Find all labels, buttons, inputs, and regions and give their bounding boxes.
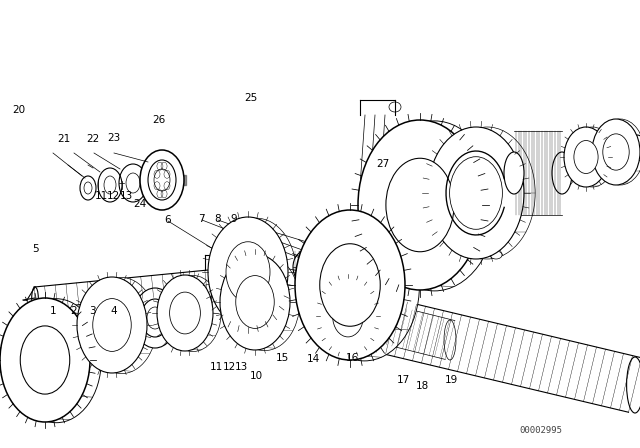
Text: 14: 14 [307, 354, 320, 364]
Text: 12: 12 [108, 191, 120, 201]
Text: 16: 16 [346, 353, 358, 362]
Text: 13: 13 [236, 362, 248, 372]
Ellipse shape [602, 133, 630, 171]
Ellipse shape [328, 279, 384, 355]
Ellipse shape [309, 211, 419, 361]
Ellipse shape [358, 120, 482, 290]
Text: 15: 15 [276, 353, 289, 362]
Ellipse shape [450, 157, 502, 229]
Text: 4: 4 [111, 306, 117, 316]
Ellipse shape [386, 158, 454, 252]
Text: 23: 23 [108, 133, 120, 143]
Text: 19: 19 [445, 375, 458, 385]
Text: 3: 3 [90, 306, 96, 316]
Ellipse shape [574, 141, 598, 173]
Ellipse shape [570, 127, 614, 187]
Ellipse shape [239, 280, 271, 324]
Text: 1: 1 [50, 306, 56, 316]
Ellipse shape [504, 152, 524, 194]
Ellipse shape [552, 152, 572, 194]
Text: 24: 24 [133, 199, 146, 209]
Text: 12: 12 [223, 362, 236, 372]
Text: 11: 11 [210, 362, 223, 372]
Text: 00002995: 00002995 [519, 426, 563, 435]
Ellipse shape [230, 254, 300, 351]
Text: 10: 10 [250, 371, 262, 381]
Ellipse shape [372, 121, 497, 291]
Ellipse shape [333, 295, 364, 337]
Text: 27: 27 [376, 159, 389, 168]
Ellipse shape [364, 300, 376, 340]
Ellipse shape [444, 320, 456, 360]
Ellipse shape [322, 247, 378, 323]
Ellipse shape [576, 143, 596, 171]
Ellipse shape [12, 299, 101, 423]
Text: 8: 8 [214, 214, 221, 224]
Text: 2: 2 [70, 306, 77, 316]
Text: 20: 20 [13, 105, 26, 115]
Ellipse shape [157, 275, 213, 351]
Ellipse shape [236, 276, 275, 328]
Ellipse shape [362, 198, 394, 242]
Ellipse shape [293, 251, 317, 283]
Text: 18: 18 [416, 381, 429, 391]
Ellipse shape [148, 160, 176, 200]
Ellipse shape [320, 278, 376, 354]
Text: 13: 13 [120, 191, 133, 201]
Text: 9: 9 [230, 214, 237, 224]
Ellipse shape [490, 251, 502, 259]
Text: 6: 6 [164, 215, 171, 225]
Ellipse shape [295, 210, 405, 360]
Ellipse shape [267, 264, 273, 286]
Ellipse shape [208, 217, 288, 327]
Ellipse shape [171, 294, 199, 332]
Ellipse shape [428, 127, 524, 259]
Ellipse shape [439, 127, 535, 259]
Text: 17: 17 [397, 375, 410, 385]
Ellipse shape [603, 134, 629, 170]
Text: 22: 22 [86, 134, 99, 144]
Ellipse shape [93, 299, 131, 351]
Text: 11: 11 [95, 191, 108, 201]
Ellipse shape [320, 244, 380, 326]
Ellipse shape [318, 249, 342, 283]
Text: 21: 21 [58, 134, 70, 144]
Ellipse shape [25, 332, 65, 388]
Ellipse shape [20, 326, 70, 394]
Ellipse shape [450, 157, 502, 229]
Text: 25: 25 [244, 93, 257, 103]
Text: 7: 7 [198, 214, 205, 224]
Ellipse shape [220, 254, 290, 350]
Ellipse shape [165, 276, 221, 352]
Ellipse shape [133, 288, 177, 348]
Ellipse shape [312, 282, 328, 338]
Ellipse shape [86, 278, 157, 374]
Ellipse shape [77, 277, 147, 373]
Ellipse shape [140, 150, 184, 210]
Ellipse shape [592, 119, 640, 185]
Ellipse shape [564, 127, 608, 187]
Ellipse shape [170, 292, 200, 334]
Ellipse shape [96, 303, 128, 347]
Ellipse shape [216, 218, 296, 328]
Ellipse shape [340, 238, 376, 288]
Ellipse shape [226, 242, 270, 302]
Ellipse shape [596, 119, 640, 185]
Ellipse shape [32, 287, 38, 309]
Ellipse shape [627, 357, 640, 413]
Text: 5: 5 [32, 244, 38, 254]
Ellipse shape [141, 299, 169, 337]
Ellipse shape [0, 298, 90, 422]
Ellipse shape [385, 157, 455, 253]
Text: 26: 26 [152, 115, 165, 125]
